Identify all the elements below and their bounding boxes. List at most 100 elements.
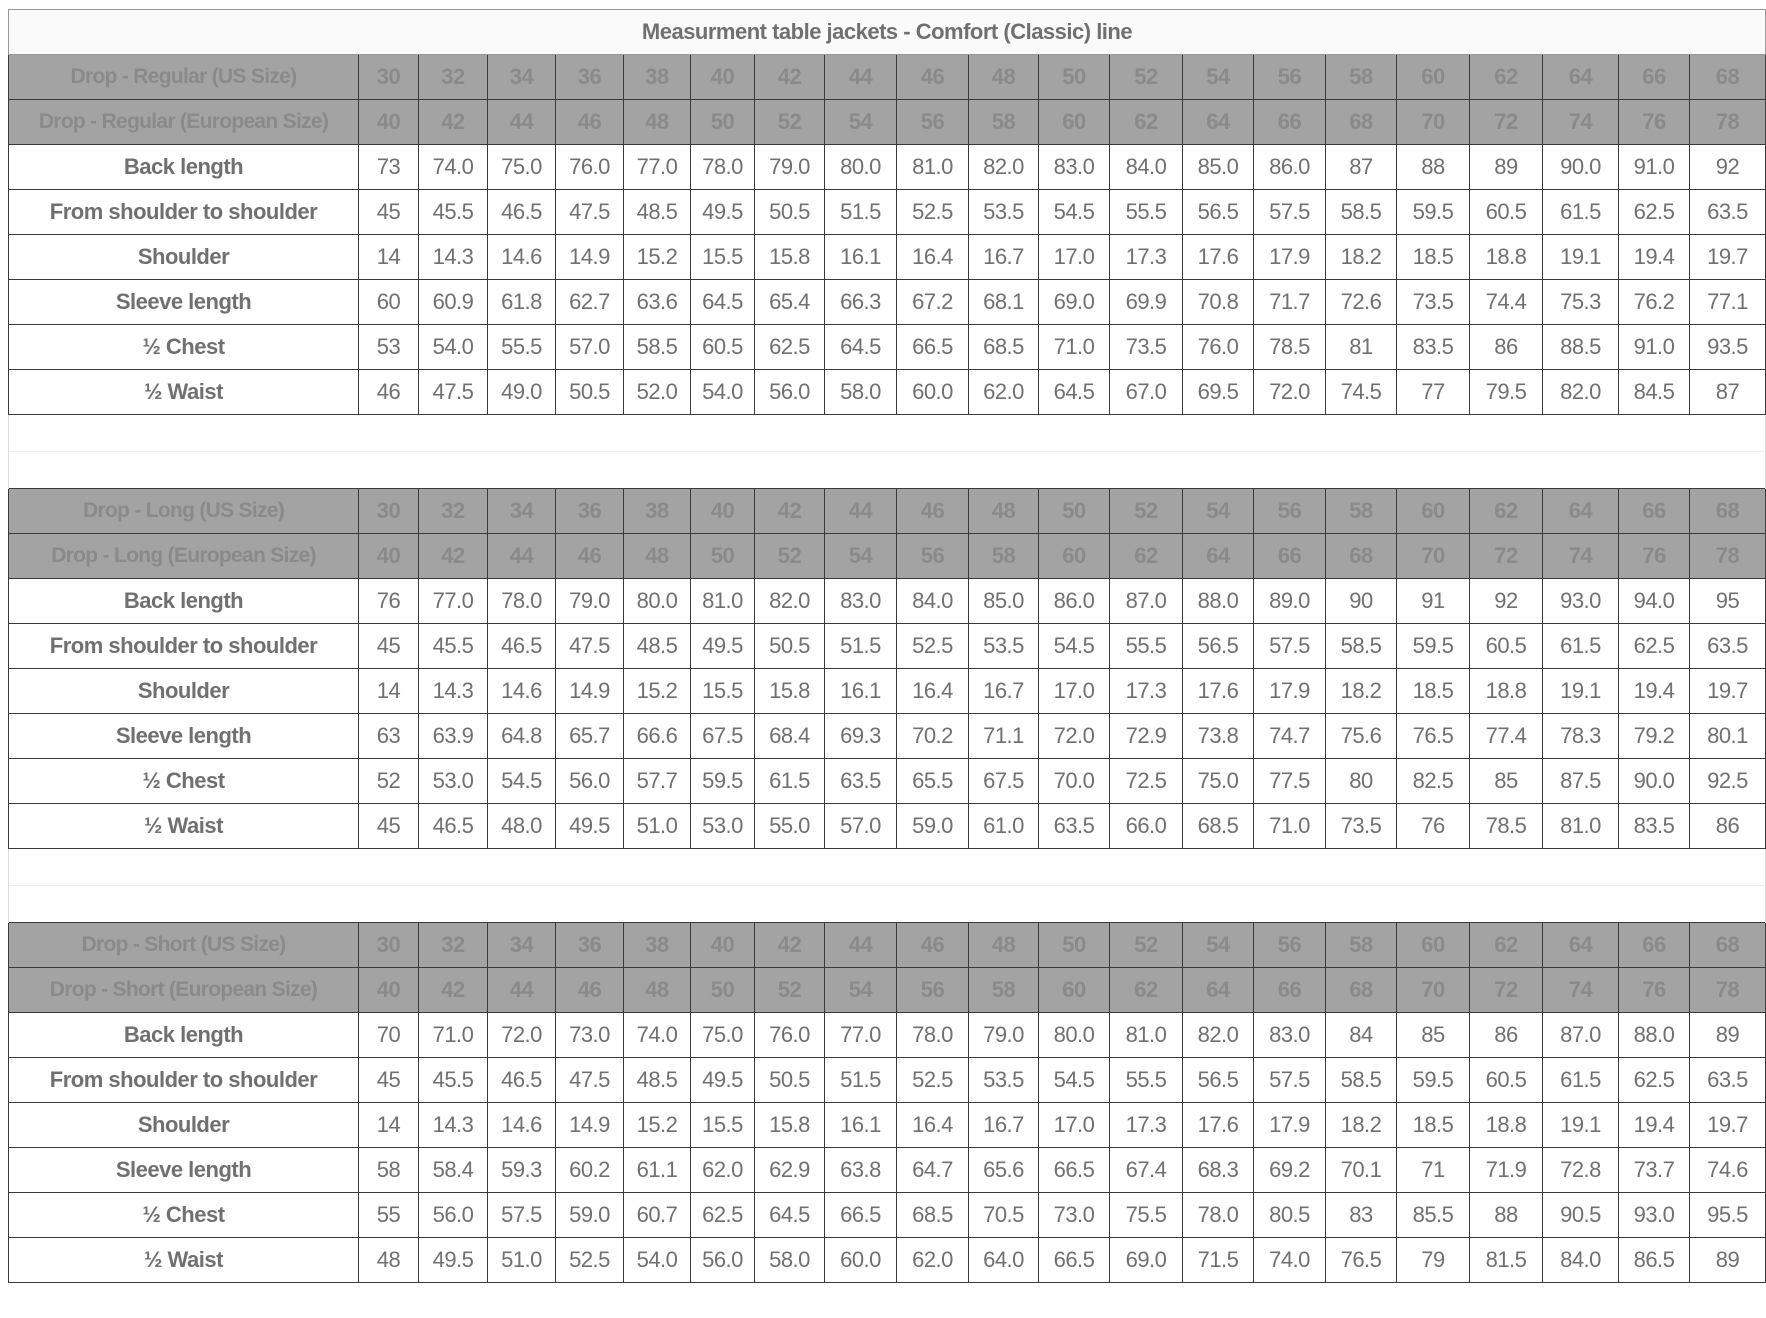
value-cell: 66.5 — [1038, 1237, 1110, 1283]
value-cell: 17.0 — [1038, 234, 1110, 280]
size-header-cell: 44 — [487, 99, 556, 145]
value-cell: 59.3 — [487, 1147, 556, 1193]
value-cell: 19.1 — [1542, 1102, 1619, 1148]
value-cell: 16.7 — [968, 234, 1039, 280]
value-cell: 83.5 — [1396, 324, 1470, 370]
value-cell: 47.5 — [555, 623, 624, 669]
value-cell: 17.0 — [1038, 668, 1110, 714]
row-label: Sleeve length — [8, 279, 359, 325]
value-cell: 78.3 — [1542, 713, 1619, 759]
size-header-cell: 68 — [1325, 533, 1397, 579]
size-header-cell: 50 — [1038, 922, 1110, 968]
row-label: ½ Waist — [8, 803, 359, 849]
size-header-cell: 58 — [1325, 54, 1397, 100]
header-label: Drop - Regular (European Size) — [8, 99, 359, 145]
size-header-cell: 66 — [1618, 54, 1690, 100]
size-header-cell: 54 — [1182, 922, 1254, 968]
size-header-cell: 62 — [1109, 967, 1183, 1013]
size-header-cell: 48 — [623, 533, 691, 579]
table-row: From shoulder to shoulder 45 45.5 46.5 47.5 4… — [8, 623, 1766, 669]
size-header-cell: 42 — [418, 967, 488, 1013]
value-cell: 16.1 — [824, 668, 897, 714]
value-cell: 50.5 — [555, 369, 624, 415]
value-cell: 86 — [1689, 803, 1766, 849]
size-header-cell: 40 — [690, 54, 755, 100]
size-header-cell: 54 — [1182, 488, 1254, 534]
value-cell: 16.4 — [896, 234, 969, 280]
value-cell: 80.0 — [1038, 1012, 1110, 1058]
value-cell: 61.5 — [1542, 623, 1619, 669]
row-label: Shoulder — [8, 234, 359, 280]
size-header-cell: 58 — [1325, 488, 1397, 534]
value-cell: 74.5 — [1325, 369, 1397, 415]
value-cell: 88.0 — [1618, 1012, 1690, 1058]
size-header-cell: 46 — [896, 488, 969, 534]
value-cell: 66.5 — [1038, 1147, 1110, 1193]
value-cell: 93.5 — [1689, 324, 1766, 370]
value-cell: 79.2 — [1618, 713, 1690, 759]
size-header-cell: 36 — [555, 488, 624, 534]
value-cell: 69.5 — [1182, 369, 1254, 415]
size-header-cell: 50 — [1038, 54, 1110, 100]
value-cell: 92.5 — [1689, 758, 1766, 804]
value-cell: 56.0 — [690, 1237, 755, 1283]
size-header-cell: 38 — [623, 488, 691, 534]
size-header-cell: 70 — [1396, 533, 1470, 579]
value-cell: 81.5 — [1469, 1237, 1543, 1283]
value-cell: 87.5 — [1542, 758, 1619, 804]
value-cell: 87.0 — [1109, 578, 1183, 624]
value-cell: 84.5 — [1618, 369, 1690, 415]
value-cell: 78.5 — [1469, 803, 1543, 849]
value-cell: 62.5 — [1618, 189, 1690, 235]
value-cell: 71.0 — [1038, 324, 1110, 370]
value-cell: 83.0 — [1038, 144, 1110, 190]
value-cell: 14 — [358, 668, 419, 714]
size-header-cell: 56 — [896, 967, 969, 1013]
value-cell: 48.5 — [623, 623, 691, 669]
value-cell: 79.5 — [1469, 369, 1543, 415]
value-cell: 74.0 — [418, 144, 488, 190]
value-cell: 64.7 — [896, 1147, 969, 1193]
size-header-cell: 60 — [1038, 967, 1110, 1013]
value-cell: 75.3 — [1542, 279, 1619, 325]
value-cell: 49.0 — [487, 369, 556, 415]
value-cell: 82.0 — [968, 144, 1039, 190]
value-cell: 64.0 — [968, 1237, 1039, 1283]
row-label: Back length — [8, 578, 359, 624]
value-cell: 90.0 — [1618, 758, 1690, 804]
value-cell: 72.9 — [1109, 713, 1183, 759]
value-cell: 63.6 — [623, 279, 691, 325]
size-header-cell: 52 — [1109, 54, 1183, 100]
value-cell: 19.7 — [1689, 234, 1766, 280]
value-cell: 80.5 — [1253, 1192, 1326, 1238]
value-cell: 49.5 — [555, 803, 624, 849]
value-cell: 58.4 — [418, 1147, 488, 1193]
row-label: Sleeve length — [8, 713, 359, 759]
value-cell: 80 — [1325, 758, 1397, 804]
value-cell: 72.0 — [1253, 369, 1326, 415]
size-header-cell: 30 — [358, 488, 419, 534]
value-cell: 63.9 — [418, 713, 488, 759]
table-row: ½ Chest 55 56.0 57.5 59.0 60.7 62.5 64.5 66.5 68.… — [8, 1192, 1766, 1238]
row-label: ½ Chest — [8, 324, 359, 370]
value-cell: 53.0 — [418, 758, 488, 804]
value-cell: 59.5 — [1396, 623, 1470, 669]
value-cell: 17.9 — [1253, 668, 1326, 714]
value-cell: 67.2 — [896, 279, 969, 325]
value-cell: 85.5 — [1396, 1192, 1470, 1238]
value-cell: 14 — [358, 234, 419, 280]
value-cell: 55.5 — [487, 324, 556, 370]
value-cell: 62.0 — [896, 1237, 969, 1283]
table-title: Measurment table jackets - Comfort (Clas… — [8, 9, 1766, 55]
row-label: Back length — [8, 1012, 359, 1058]
value-cell: 17.6 — [1182, 234, 1254, 280]
row-label: From shoulder to shoulder — [8, 1057, 359, 1103]
value-cell: 58.5 — [1325, 189, 1397, 235]
value-cell: 74.4 — [1469, 279, 1543, 325]
size-header-cell: 62 — [1469, 54, 1543, 100]
value-cell: 64.5 — [690, 279, 755, 325]
size-header-cell: 42 — [418, 99, 488, 145]
value-cell: 70.8 — [1182, 279, 1254, 325]
value-cell: 68.4 — [754, 713, 825, 759]
value-cell: 54.5 — [1038, 1057, 1110, 1103]
